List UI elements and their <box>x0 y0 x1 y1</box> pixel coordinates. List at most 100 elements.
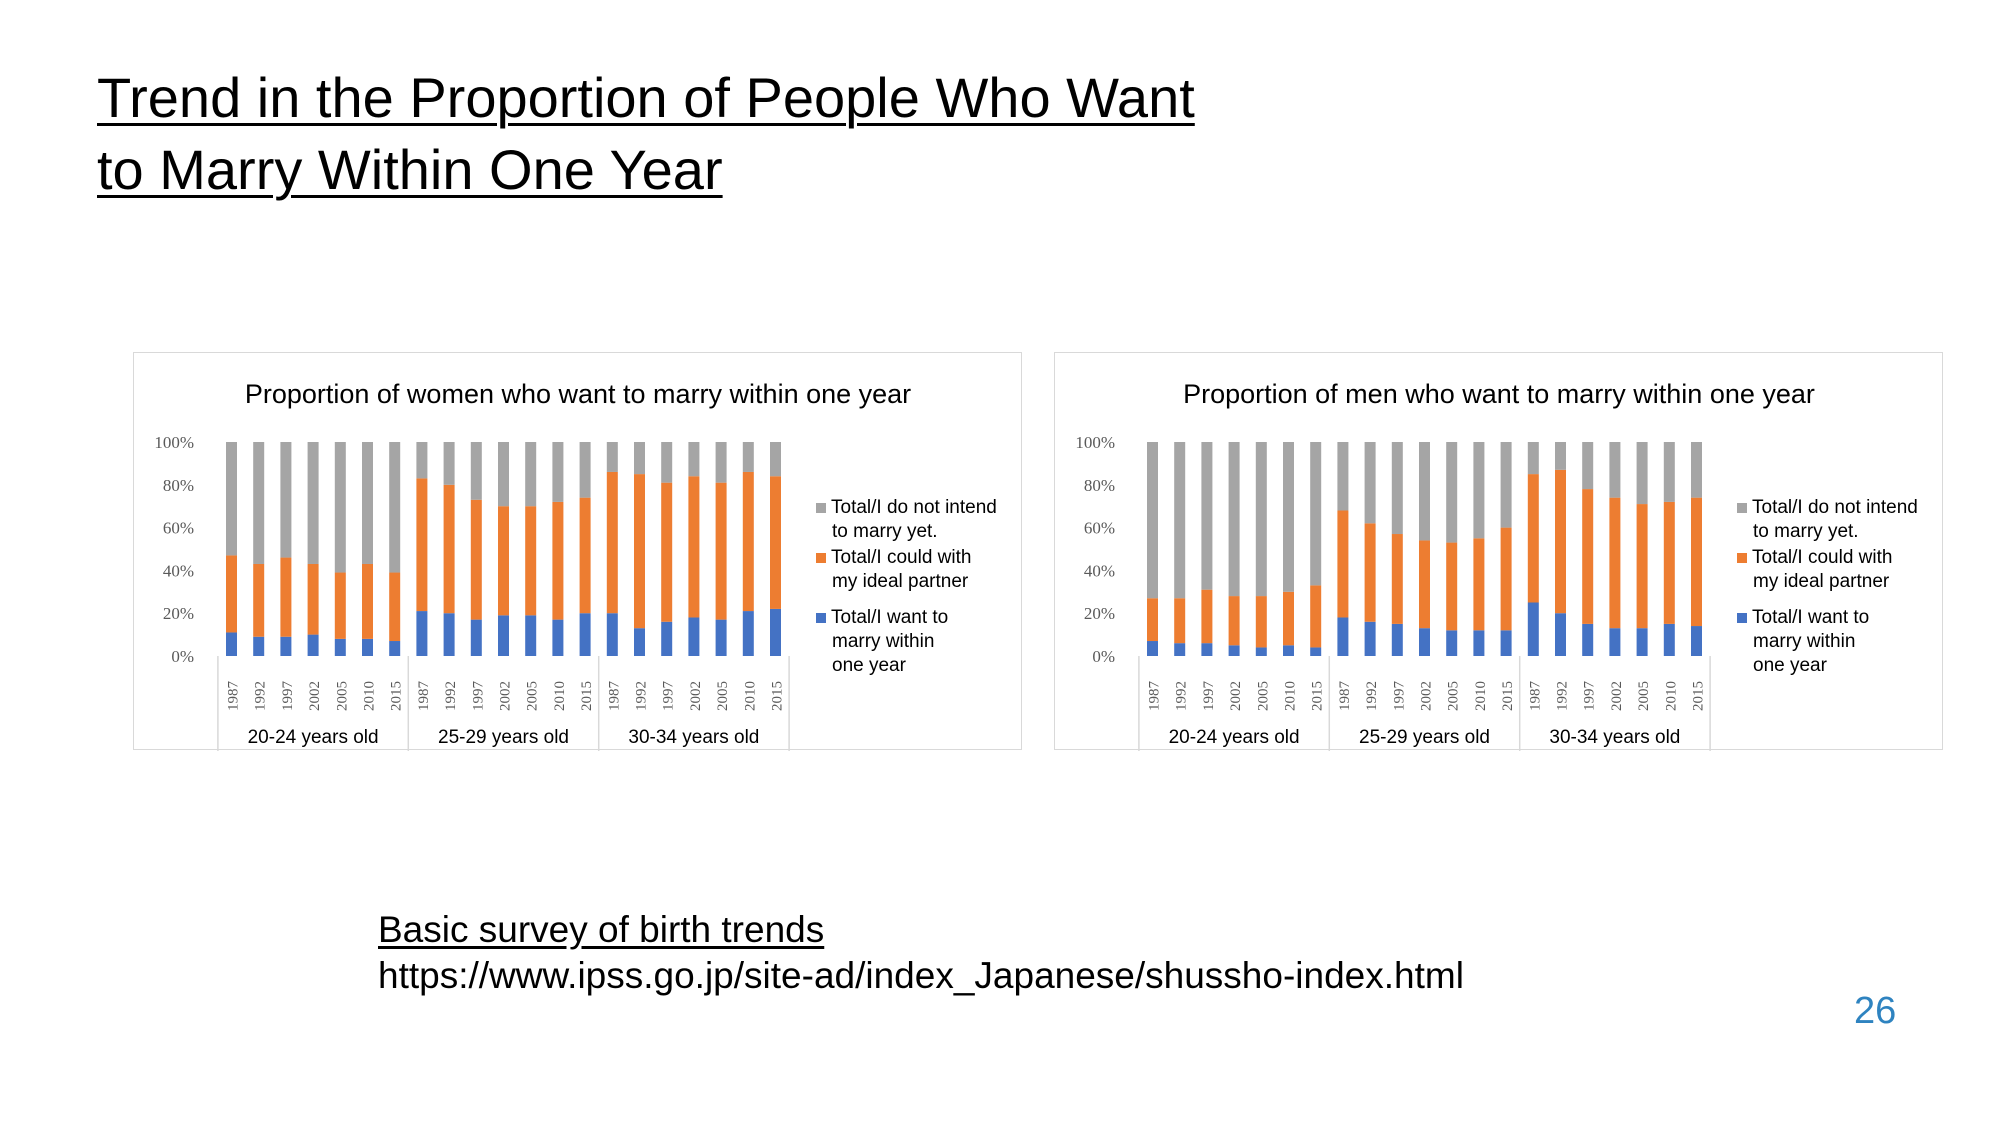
women-x-year-label: 2002 <box>307 681 323 711</box>
women-y-tick-label: 0% <box>171 647 194 666</box>
women-x-year-label: 1992 <box>253 681 269 711</box>
men-x-year-label: 1997 <box>1582 681 1598 712</box>
women-bar-want <box>443 613 455 656</box>
women-x-year-label: 1987 <box>226 681 242 712</box>
men-bar-ideal <box>1255 596 1267 648</box>
men-bar-not-intend <box>1582 442 1594 490</box>
women-bar-not-intend <box>770 442 781 477</box>
men-bar-ideal <box>1691 497 1702 627</box>
men-x-year-label: 2005 <box>1636 681 1652 711</box>
men-bar-ideal <box>1419 540 1430 629</box>
men-bar-want <box>1500 630 1512 656</box>
women-legend-label: marry within <box>832 631 934 652</box>
men-x-year-label: 2015 <box>1310 681 1326 711</box>
women-legend-label: Total/I want to <box>831 607 948 628</box>
men-bar-ideal <box>1636 504 1648 629</box>
women-y-tick-label: 100% <box>154 433 194 452</box>
women-bar-want <box>688 617 700 656</box>
men-bar-want <box>1527 602 1539 656</box>
men-bar-want <box>1337 617 1349 656</box>
men-group-label: 30-34 years old <box>1549 727 1680 748</box>
women-x-year-label: 1997 <box>470 681 486 712</box>
women-y-tick-label: 40% <box>163 561 194 580</box>
men-x-year-label: 2002 <box>1419 681 1435 711</box>
women-bar-want <box>362 638 373 656</box>
women-bar-not-intend <box>253 442 265 564</box>
men-bar-ideal <box>1228 596 1240 646</box>
women-bar-want <box>307 634 319 656</box>
women-legend-swatch <box>816 503 826 513</box>
women-bar-ideal <box>416 478 428 612</box>
men-x-year-label: 1992 <box>1364 681 1380 711</box>
men-bar-want <box>1663 623 1675 656</box>
men-x-year-label: 1987 <box>1527 681 1543 712</box>
women-y-tick-label: 60% <box>163 519 194 538</box>
men-y-tick-label: 60% <box>1084 519 1115 538</box>
women-bar-not-intend <box>389 442 401 573</box>
slide-title-line-1: Trend in the Proportion of People Who Wa… <box>97 66 1195 129</box>
men-bar-want <box>1201 643 1213 656</box>
men-x-year-label: 2005 <box>1446 681 1462 711</box>
men-y-tick-label: 100% <box>1075 433 1115 452</box>
women-bar-ideal <box>307 563 319 635</box>
women-bar-not-intend <box>742 442 754 472</box>
women-chart: Proportion of women who want to marry wi… <box>133 352 1022 751</box>
men-x-year-label: 2015 <box>1500 681 1516 711</box>
men-bar-ideal <box>1364 523 1376 622</box>
men-legend-label: Total/I want to <box>1752 607 1869 628</box>
women-legend-label: to marry yet. <box>832 521 938 542</box>
men-x-year-label: 2005 <box>1255 681 1271 711</box>
men-bar-want <box>1582 623 1594 656</box>
men-bar-want <box>1555 613 1566 656</box>
men-group-label: 20-24 years old <box>1169 727 1300 748</box>
men-bar-ideal <box>1283 591 1294 646</box>
women-bar-ideal <box>634 474 645 629</box>
women-x-year-label: 1992 <box>634 681 650 711</box>
women-x-year-label: 2005 <box>525 681 541 711</box>
women-bar-want <box>579 613 591 656</box>
men-bar-not-intend <box>1147 442 1158 599</box>
source-title[interactable]: Basic survey of birth trends <box>378 909 825 950</box>
men-bar-want <box>1446 630 1458 656</box>
women-bar-want <box>742 611 754 656</box>
women-bar-not-intend <box>362 442 373 564</box>
women-bar-not-intend <box>307 442 319 564</box>
women-group-label: 20-24 years old <box>248 727 379 748</box>
women-bar-not-intend <box>552 442 564 502</box>
women-bar-ideal <box>606 471 618 614</box>
men-x-year-label: 1992 <box>1555 681 1571 711</box>
women-bar-want <box>389 641 401 656</box>
men-bar-want <box>1636 628 1648 656</box>
men-x-year-label: 1992 <box>1174 681 1190 711</box>
women-bar-ideal <box>280 557 292 637</box>
women-bar-want <box>661 621 673 656</box>
women-bar-want <box>253 636 265 656</box>
men-y-tick-label: 40% <box>1084 561 1115 580</box>
men-bar-ideal <box>1174 598 1186 644</box>
men-bar-not-intend <box>1636 442 1648 505</box>
men-bar-not-intend <box>1174 442 1186 599</box>
women-bar-not-intend <box>498 442 509 507</box>
women-bar-not-intend <box>606 442 618 472</box>
men-legend-label: Total/I do not intend <box>1752 497 1918 518</box>
men-bar-want <box>1147 641 1158 656</box>
men-legend-label: one year <box>1753 655 1828 676</box>
men-bar-ideal <box>1609 497 1621 629</box>
men-bar-ideal <box>1337 510 1349 618</box>
men-bar-want <box>1174 643 1186 656</box>
women-bar-ideal <box>362 563 373 639</box>
women-bar-not-intend <box>280 442 292 558</box>
men-bar-ideal <box>1663 501 1675 624</box>
women-chart-svg: Proportion of women who want to marry wi… <box>154 379 997 751</box>
men-bar-not-intend <box>1691 442 1702 498</box>
women-bar-not-intend <box>470 442 482 500</box>
men-x-year-label: 2010 <box>1663 681 1679 711</box>
men-bar-want <box>1419 628 1430 656</box>
women-x-year-label: 2005 <box>334 681 350 711</box>
men-bar-not-intend <box>1201 442 1213 590</box>
women-x-year-label: 1987 <box>606 681 622 712</box>
men-bar-ideal <box>1473 538 1485 631</box>
source-url[interactable]: https://www.ipss.go.jp/site-ad/index_Jap… <box>378 955 1464 996</box>
women-x-year-label: 1987 <box>416 681 432 712</box>
men-bar-not-intend <box>1228 442 1240 597</box>
